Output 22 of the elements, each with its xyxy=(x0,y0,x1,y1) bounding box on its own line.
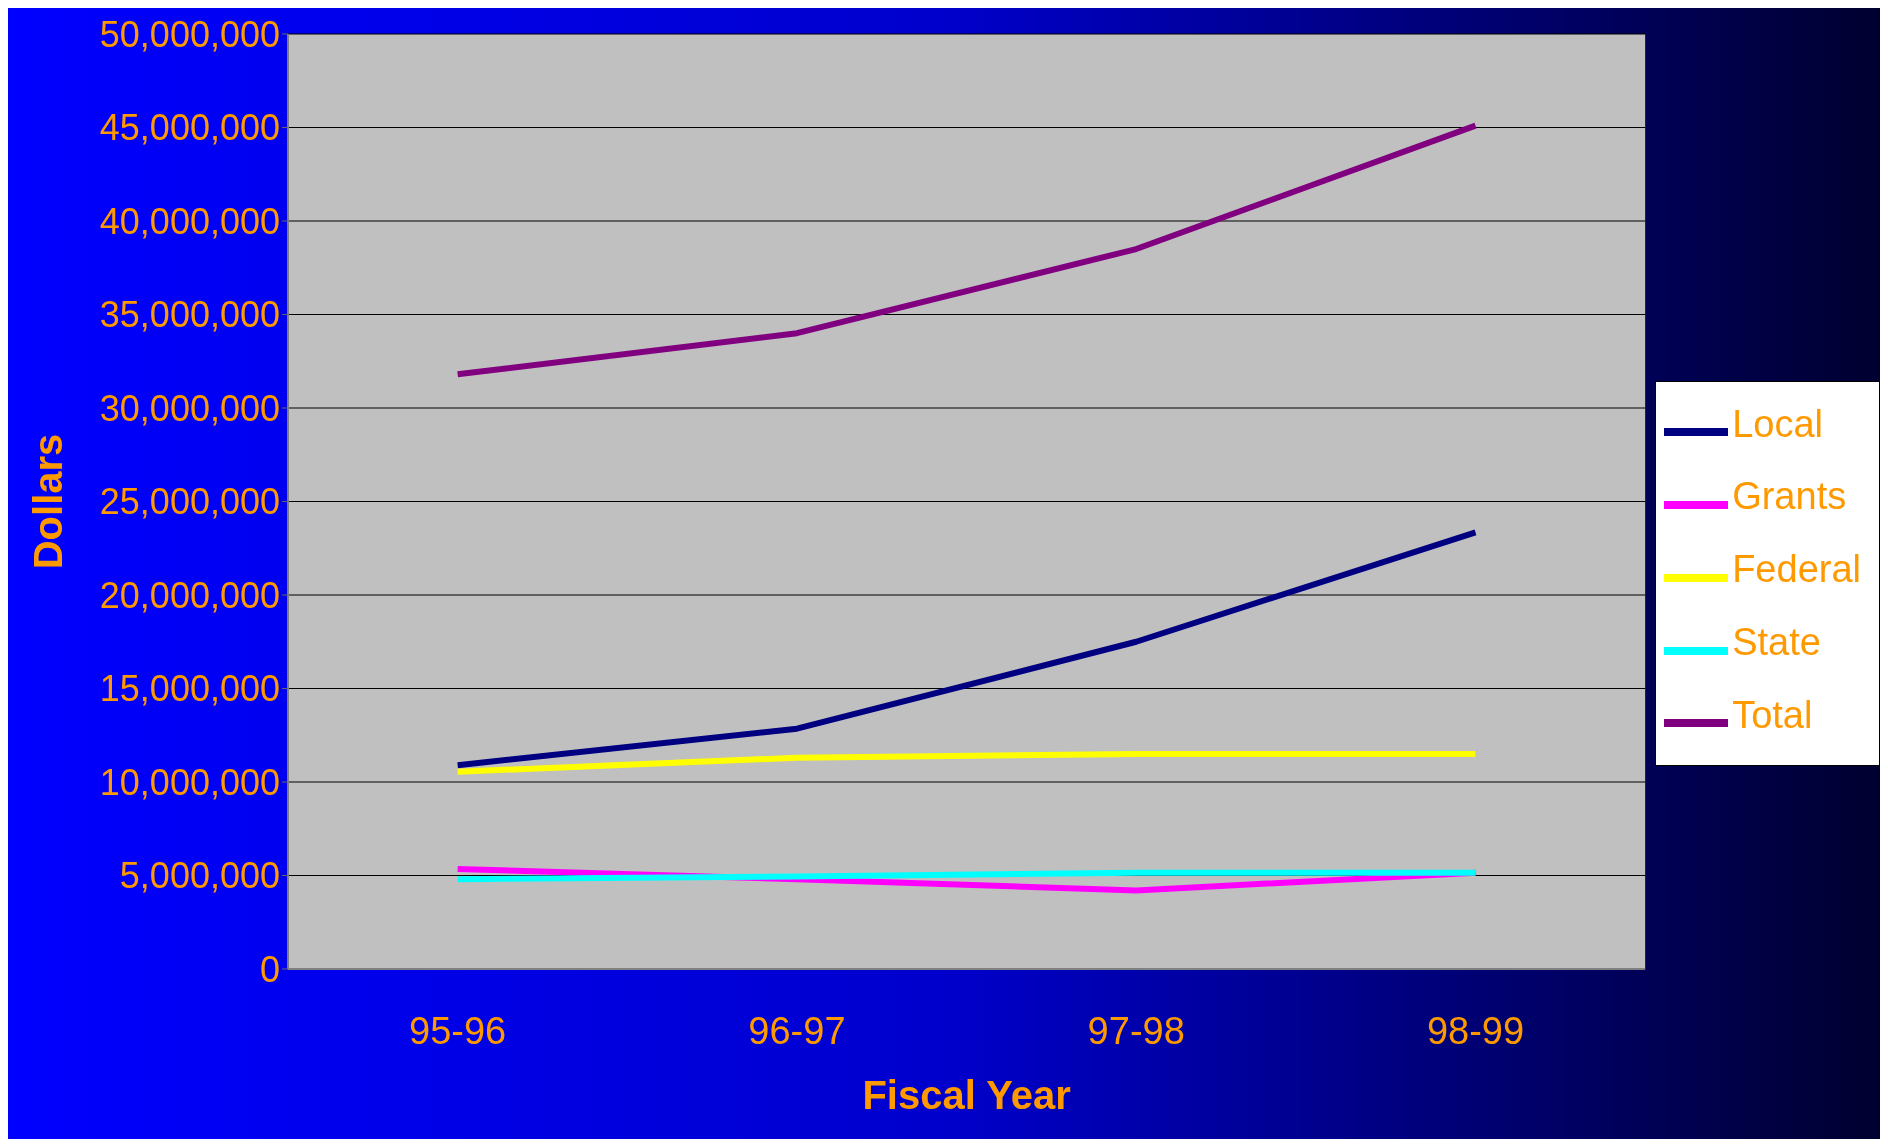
y-tick-label: 25,000,000 xyxy=(99,481,280,523)
legend-label: Total xyxy=(1732,693,1813,736)
y-tick-label: 20,000,000 xyxy=(99,574,280,616)
legend-label: Local xyxy=(1732,402,1823,445)
y-tick-label: 15,000,000 xyxy=(99,668,280,710)
y-tick-label: 40,000,000 xyxy=(99,200,280,242)
legend-label: State xyxy=(1732,620,1821,663)
y-tick-label: 50,000,000 xyxy=(99,13,280,55)
x-tick-label: 97-98 xyxy=(1087,1009,1185,1052)
y-axis-title: Dollars xyxy=(26,433,71,570)
y-tick-label: 30,000,000 xyxy=(99,387,280,429)
legend-label: Federal xyxy=(1732,548,1861,591)
y-tick-label: 35,000,000 xyxy=(99,294,280,336)
y-tick-label: 5,000,000 xyxy=(119,855,280,897)
x-tick-label: 96-97 xyxy=(748,1009,846,1052)
y-tick-label: 0 xyxy=(259,948,280,990)
x-axis-title: Fiscal Year xyxy=(862,1073,1071,1117)
legend-label: Grants xyxy=(1732,475,1847,518)
y-tick-label: 45,000,000 xyxy=(99,107,280,149)
x-tick-label: 98-99 xyxy=(1426,1009,1525,1052)
y-tick-label: 10,000,000 xyxy=(99,761,280,803)
x-tick-label: 95-96 xyxy=(409,1009,507,1052)
